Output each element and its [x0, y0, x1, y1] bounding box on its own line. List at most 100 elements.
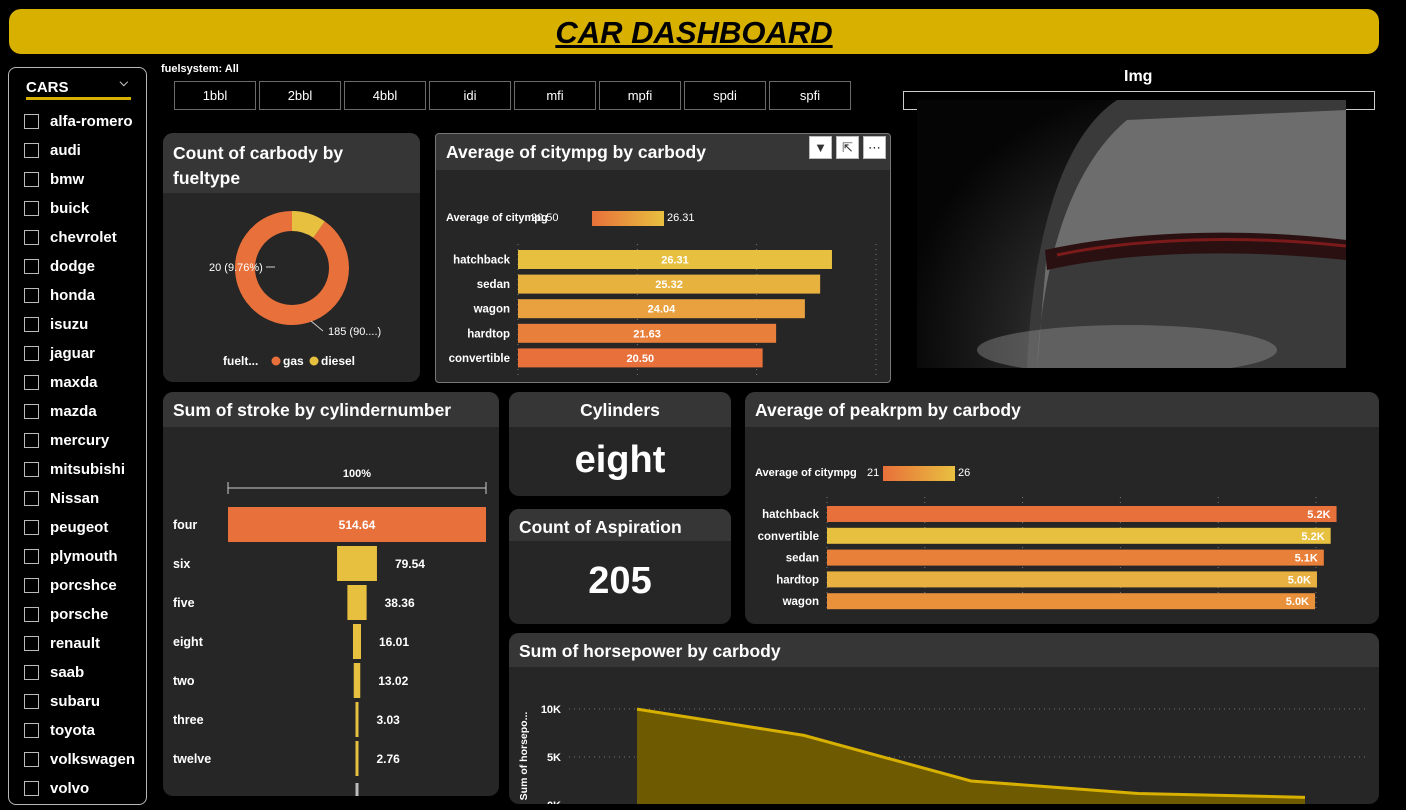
bar-wagon[interactable] [518, 299, 805, 319]
slicer-item[interactable]: bmw [24, 165, 135, 194]
bar-convertible[interactable] [518, 348, 763, 368]
peakrpm-card: Average of peakrpm by carbody Average of… [745, 392, 1379, 624]
slicer-item[interactable]: alfa-romero [24, 107, 135, 136]
category-label: four [173, 518, 197, 532]
checkbox[interactable] [24, 317, 39, 332]
fuelsystem-tile-mfi[interactable]: mfi [514, 81, 596, 110]
slicer-item[interactable]: audi [24, 136, 135, 165]
fuelsystem-tile-idi[interactable]: idi [429, 81, 511, 110]
checkbox[interactable] [24, 259, 39, 274]
fuelsystem-tile-spdi[interactable]: spdi [684, 81, 766, 110]
funnel-bar-four[interactable] [228, 507, 486, 542]
checkbox[interactable] [24, 143, 39, 158]
slicer-item-label: bmw [50, 171, 85, 188]
area-line[interactable] [636, 707, 1306, 799]
checkbox[interactable] [24, 723, 39, 738]
bar-hatchback[interactable] [827, 506, 1337, 522]
cars-slicer[interactable]: CARS ⌵ alfa-romero audi bmw buick chevrolet d… [8, 67, 147, 805]
checkbox[interactable] [24, 491, 39, 506]
checkbox[interactable] [24, 752, 39, 767]
slicer-item-label: isuzu [50, 316, 89, 333]
slicer-item[interactable]: chevrolet [24, 223, 135, 252]
checkbox[interactable] [24, 607, 39, 622]
slicer-item[interactable]: buick [24, 194, 135, 223]
funnel-bar-eight[interactable] [352, 624, 362, 659]
checkbox[interactable] [24, 462, 39, 477]
slicer-item[interactable]: porsche [24, 600, 135, 629]
dashboard-title: CAR DASHBOARD [555, 15, 833, 50]
citympg-bar-chart[interactable]: Average of citympg20.5026.310102030hatch… [436, 170, 891, 383]
funnel-bar-twelve[interactable] [355, 741, 359, 776]
checkbox[interactable] [24, 636, 39, 651]
donut-slice-gas[interactable] [235, 211, 349, 325]
checkbox[interactable] [24, 520, 39, 535]
slicer-item[interactable]: renault [24, 629, 135, 658]
checkbox[interactable] [24, 578, 39, 593]
slicer-item[interactable]: mazda [24, 397, 135, 426]
funnel-bar-six[interactable] [337, 546, 377, 581]
checkbox[interactable] [24, 433, 39, 448]
bar-sedan[interactable] [518, 274, 821, 294]
visual-header-icons: ▼ ⇱ ⋯ [805, 136, 886, 159]
bar-wagon[interactable] [827, 593, 1316, 610]
fuelsystem-tile-mpfi[interactable]: mpfi [599, 81, 681, 110]
bar-convertible[interactable] [827, 527, 1331, 544]
slicer-item[interactable]: mitsubishi [24, 455, 135, 484]
slicer-item[interactable]: peugeot [24, 513, 135, 542]
bar-sedan[interactable] [827, 549, 1324, 566]
slicer-header[interactable]: CARS ⌵ [26, 77, 131, 100]
checkbox[interactable] [24, 288, 39, 303]
slicer-item-label: chevrolet [50, 229, 117, 246]
slicer-item[interactable]: Nissan [24, 484, 135, 513]
slicer-item[interactable]: jaguar [24, 339, 135, 368]
category-label: hardtop [776, 574, 819, 586]
legend-label-diesel: diesel [321, 354, 355, 368]
fuelsystem-tile-4bbl[interactable]: 4bbl [344, 81, 426, 110]
filter-icon[interactable]: ▼ [809, 136, 832, 159]
slicer-item[interactable]: isuzu [24, 310, 135, 339]
funnel-value-label: 2.76 [377, 752, 401, 766]
stroke-funnel-chart[interactable]: 100% four 514.64 six 79.54 five 38.36 eight 16.0… [163, 427, 499, 796]
slicer-item[interactable]: mercury [24, 426, 135, 455]
bar-hardtop[interactable] [518, 323, 777, 343]
slicer-item[interactable]: subaru [24, 687, 135, 716]
fuelsystem-tile-spfi[interactable]: spfi [769, 81, 851, 110]
slicer-item[interactable]: saab [24, 658, 135, 687]
legend-gradient [883, 466, 955, 481]
fuelsystem-tile-2bbl[interactable]: 2bbl [259, 81, 341, 110]
checkbox[interactable] [24, 201, 39, 216]
more-options-icon[interactable]: ⋯ [863, 136, 886, 159]
focus-mode-icon[interactable]: ⇱ [836, 136, 859, 159]
checkbox[interactable] [24, 114, 39, 129]
checkbox[interactable] [24, 346, 39, 361]
peakrpm-bar-chart[interactable]: Average of citympg 21 26 0K 1K 2K 3K 4K 5K hatchb… [745, 427, 1379, 624]
checkbox[interactable] [24, 781, 39, 796]
checkbox[interactable] [24, 375, 39, 390]
slicer-item[interactable]: dodge [24, 252, 135, 281]
checkbox[interactable] [24, 549, 39, 564]
slicer-item[interactable]: honda [24, 281, 135, 310]
checkbox[interactable] [24, 665, 39, 680]
checkbox[interactable] [24, 172, 39, 187]
checkbox[interactable] [24, 230, 39, 245]
slicer-item[interactable]: volvo [24, 774, 135, 803]
horsepower-area-chart[interactable]: 0K5K10KSum of horsepo...sedanhatchbackwa… [509, 667, 1379, 804]
legend-swatch-gas [271, 356, 281, 366]
donut-chart[interactable]: 20 (9.76%) 185 (90....) fuelt... gas diesel [163, 193, 420, 382]
checkbox[interactable] [24, 404, 39, 419]
bar-hatchback[interactable] [518, 250, 832, 269]
fuelsystem-tile-1bbl[interactable]: 1bbl [174, 81, 256, 110]
slicer-item[interactable]: porcshce [24, 571, 135, 600]
chevron-down-icon[interactable]: ⌵ [119, 77, 128, 89]
funnel-bar-five[interactable] [347, 585, 367, 620]
slicer-item[interactable]: plymouth [24, 542, 135, 571]
bar-hardtop[interactable] [827, 571, 1317, 588]
slicer-item[interactable]: maxda [24, 368, 135, 397]
slicer-item-label: plymouth [50, 548, 118, 565]
slicer-item[interactable]: volkswagen [24, 745, 135, 774]
slicer-item[interactable]: toyota [24, 716, 135, 745]
funnel-bar-three[interactable] [355, 702, 359, 737]
donut-slice-diesel[interactable] [291, 211, 325, 239]
funnel-bar-two[interactable] [353, 663, 361, 698]
checkbox[interactable] [24, 694, 39, 709]
